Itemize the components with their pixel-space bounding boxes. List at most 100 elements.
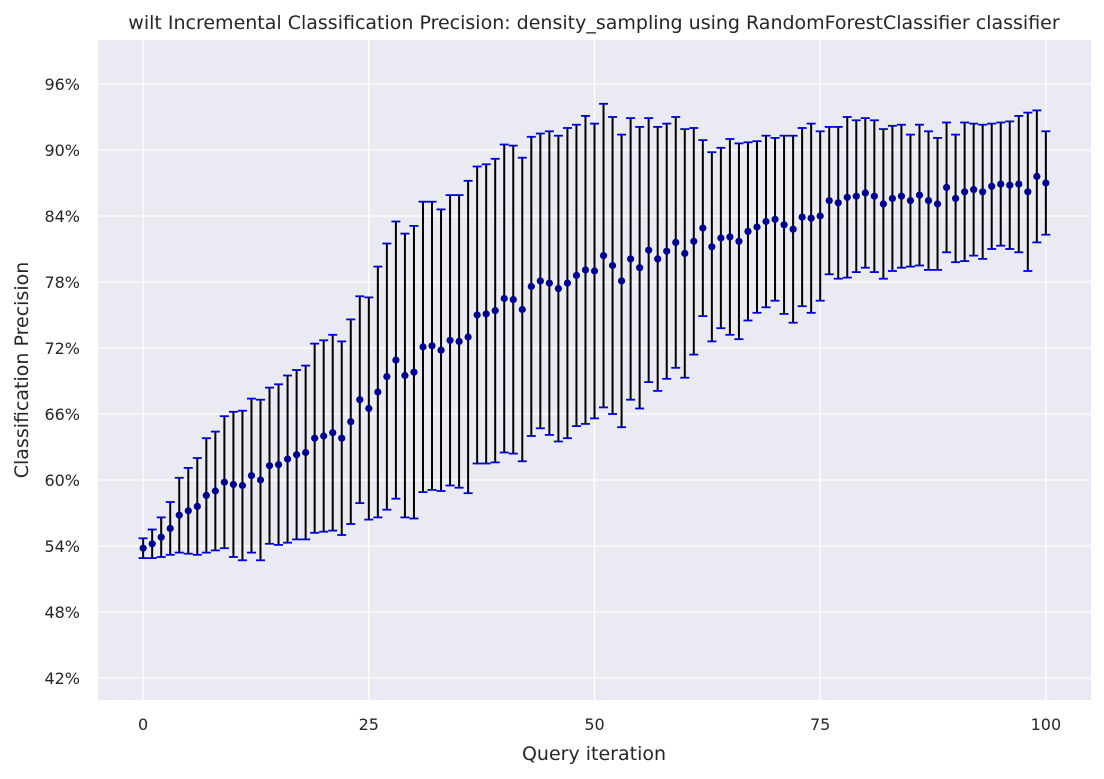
data-point — [744, 227, 752, 235]
data-point — [356, 396, 364, 404]
data-point — [446, 336, 454, 344]
data-point — [563, 279, 572, 287]
data-point — [681, 249, 689, 257]
data-point — [256, 476, 265, 484]
data-point — [879, 200, 887, 208]
data-point — [753, 223, 761, 231]
data-point — [329, 429, 337, 437]
data-point — [139, 544, 147, 552]
data-point — [247, 472, 256, 480]
data-point — [311, 434, 319, 442]
data-point — [338, 434, 346, 442]
data-point — [780, 221, 788, 229]
x-tick-label: 100 — [1031, 715, 1062, 734]
data-point — [636, 264, 644, 272]
data-point — [897, 192, 906, 200]
data-point — [888, 194, 897, 202]
x-tick-label: 25 — [359, 715, 379, 734]
data-point — [554, 285, 562, 293]
data-point — [726, 233, 734, 241]
data-point — [708, 243, 716, 251]
data-point — [238, 481, 247, 490]
data-point — [608, 261, 617, 270]
y-tick-label: 60% — [44, 471, 80, 490]
data-point — [193, 502, 201, 510]
data-point — [320, 432, 328, 440]
x-tick-label: 75 — [810, 715, 830, 734]
x-tick-label: 50 — [584, 715, 604, 734]
data-point — [906, 197, 915, 205]
data-point — [527, 282, 535, 290]
y-tick-label: 66% — [44, 405, 80, 424]
data-points — [139, 172, 1050, 552]
data-point — [229, 480, 238, 488]
data-point — [157, 533, 165, 541]
y-tick-label: 42% — [44, 669, 80, 688]
data-point — [627, 255, 635, 263]
data-point — [437, 346, 445, 354]
data-point — [473, 311, 481, 319]
data-point — [500, 294, 508, 303]
y-tick-label: 90% — [44, 141, 80, 160]
data-point — [392, 356, 400, 364]
x-axis-label: Query iteration — [522, 743, 666, 765]
x-tick-label: 0 — [138, 715, 148, 734]
data-point — [184, 507, 192, 515]
data-point — [545, 279, 553, 287]
data-point — [383, 373, 391, 381]
data-point — [861, 189, 869, 197]
data-point — [1042, 179, 1050, 187]
data-point — [970, 186, 978, 194]
data-point — [699, 224, 707, 232]
data-point — [590, 267, 599, 275]
y-tick-label: 78% — [44, 273, 80, 292]
data-point — [274, 461, 283, 469]
data-point — [933, 200, 942, 208]
data-point — [816, 212, 824, 220]
data-point — [419, 343, 427, 351]
y-tick-label: 84% — [44, 207, 80, 226]
grid-lines — [98, 40, 1091, 700]
data-point — [1015, 180, 1023, 188]
data-point — [735, 237, 743, 245]
data-point — [175, 511, 183, 519]
y-tick-label: 54% — [44, 537, 80, 556]
data-point — [988, 182, 996, 190]
data-point — [997, 180, 1005, 188]
data-point — [979, 188, 987, 196]
y-tick-label: 96% — [44, 75, 80, 94]
data-point — [617, 277, 626, 285]
data-point — [536, 277, 544, 285]
data-point — [771, 215, 779, 223]
x-axis: 0 25 50 75 100 — [138, 715, 1061, 734]
data-point — [762, 217, 770, 226]
data-point — [302, 448, 310, 457]
data-point — [1033, 172, 1041, 180]
data-point — [807, 214, 815, 222]
data-point — [961, 188, 969, 196]
data-point — [1024, 188, 1032, 196]
data-point — [572, 271, 581, 279]
data-point — [518, 305, 526, 314]
data-point — [915, 191, 924, 199]
data-point — [852, 192, 860, 200]
data-point — [599, 252, 608, 260]
data-point — [834, 199, 842, 207]
data-point — [942, 183, 951, 191]
data-point — [283, 455, 292, 463]
data-point — [870, 192, 878, 200]
data-point — [663, 247, 671, 255]
data-point — [491, 307, 499, 315]
y-axis: 42% 48% 54% 60% 66% 72% 78% 84% 90% 96% — [44, 75, 80, 688]
data-point — [220, 478, 228, 486]
data-point — [482, 310, 490, 318]
y-axis-label: Classification Precision — [11, 262, 33, 479]
data-point — [672, 238, 680, 246]
data-point — [581, 266, 590, 274]
y-tick-label: 72% — [44, 339, 80, 358]
data-point — [374, 388, 382, 396]
data-point — [148, 540, 156, 548]
data-point — [654, 255, 662, 263]
data-point — [924, 197, 933, 205]
